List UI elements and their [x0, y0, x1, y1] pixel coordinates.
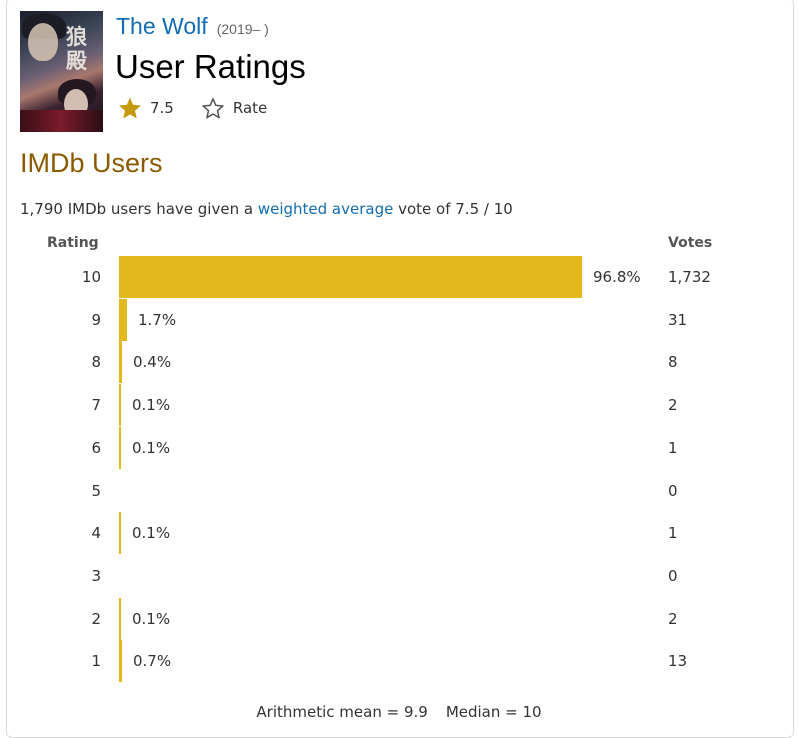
rating-label: 6 — [91, 438, 101, 457]
title-year: (2019– ) — [216, 21, 269, 37]
rating-label: 1 — [91, 652, 101, 671]
vote-count[interactable]: 0 — [668, 566, 678, 585]
vote-summary: 1,790 IMDb users have given a weighted a… — [20, 200, 513, 218]
rating-row-2: 2 0.1% 2 — [0, 597, 798, 640]
rating-percent: 1.7% — [138, 310, 177, 329]
rating-percent: 0.4% — [133, 353, 172, 372]
vote-count[interactable]: 13 — [668, 652, 688, 671]
vote-count[interactable]: 0 — [668, 481, 678, 500]
rating-bar[interactable] — [119, 597, 121, 640]
section-title: IMDb Users — [20, 148, 163, 178]
rating-bar[interactable] — [119, 384, 121, 427]
summary-text-before: 1,790 IMDb users have given a — [20, 200, 258, 218]
rating-stats: Arithmetic mean = 9.9 Median = 10 — [0, 703, 798, 721]
rating-bar[interactable] — [119, 256, 582, 298]
rating-percent: 0.1% — [132, 524, 171, 543]
rating-percent: 0.1% — [132, 396, 171, 415]
rating-bar[interactable] — [119, 512, 121, 555]
vote-count[interactable]: 31 — [668, 310, 688, 329]
vote-count[interactable]: 2 — [668, 396, 678, 415]
rating-bar[interactable] — [119, 341, 122, 384]
rating-label: 5 — [91, 481, 101, 500]
rating-row-9: 9 1.7% 31 — [0, 298, 798, 341]
title-link[interactable]: The Wolf — [116, 13, 208, 39]
votes-column-header: Votes — [668, 235, 713, 251]
rating-percent: 96.8% — [593, 268, 641, 286]
poster-image[interactable]: 狼殿 — [20, 11, 103, 132]
rating-row-7: 7 0.1% 2 — [0, 384, 798, 427]
arithmetic-mean: Arithmetic mean = 9.9 — [256, 703, 428, 721]
rating-bar[interactable] — [119, 640, 122, 683]
rating-value: 7.5 — [150, 99, 174, 117]
star-filled-icon — [119, 97, 141, 119]
vote-count[interactable]: 1 — [668, 524, 678, 543]
star-outline-icon — [202, 98, 224, 119]
page-title: User Ratings — [115, 48, 306, 85]
rate-button[interactable]: Rate — [201, 96, 267, 120]
vote-count[interactable]: 2 — [668, 609, 678, 628]
vote-count[interactable]: 1,732 — [668, 268, 711, 286]
rating-label: 8 — [91, 353, 101, 372]
rating-row-10: 10 96.8% 1,732 — [0, 256, 798, 298]
rating-bar[interactable] — [119, 426, 121, 469]
median: Median = 10 — [445, 703, 542, 721]
rating-row-8: 8 0.4% 8 — [0, 341, 798, 384]
vote-count[interactable]: 8 — [668, 353, 678, 372]
rate-label: Rate — [232, 99, 268, 117]
rating-label: 4 — [91, 524, 101, 543]
rating-label: 10 — [81, 268, 101, 286]
rating-column-header: Rating — [47, 235, 99, 251]
rating-row-6: 6 0.1% 1 — [0, 426, 798, 469]
vote-count[interactable]: 1 — [668, 438, 678, 457]
rating-label: 7 — [91, 396, 101, 415]
rating-row-4: 4 0.1% 1 — [0, 512, 798, 555]
summary-text-after: vote of 7.5 / 10 — [393, 200, 513, 218]
rating-bar[interactable] — [119, 298, 127, 341]
weighted-average-link[interactable]: weighted average — [257, 200, 394, 218]
rating-label: 2 — [91, 609, 101, 628]
rating-label: 3 — [91, 566, 101, 585]
rating-percent: 0.1% — [132, 438, 171, 457]
rating-percent: 0.1% — [132, 609, 171, 628]
rating-row-1: 1 0.7% 13 — [0, 640, 798, 683]
rating-percent: 0.7% — [133, 652, 172, 671]
rating-label: 9 — [91, 310, 101, 329]
title-line: The Wolf (2019– ) — [116, 13, 269, 40]
rating-row: 7.5 Rate — [118, 96, 267, 120]
